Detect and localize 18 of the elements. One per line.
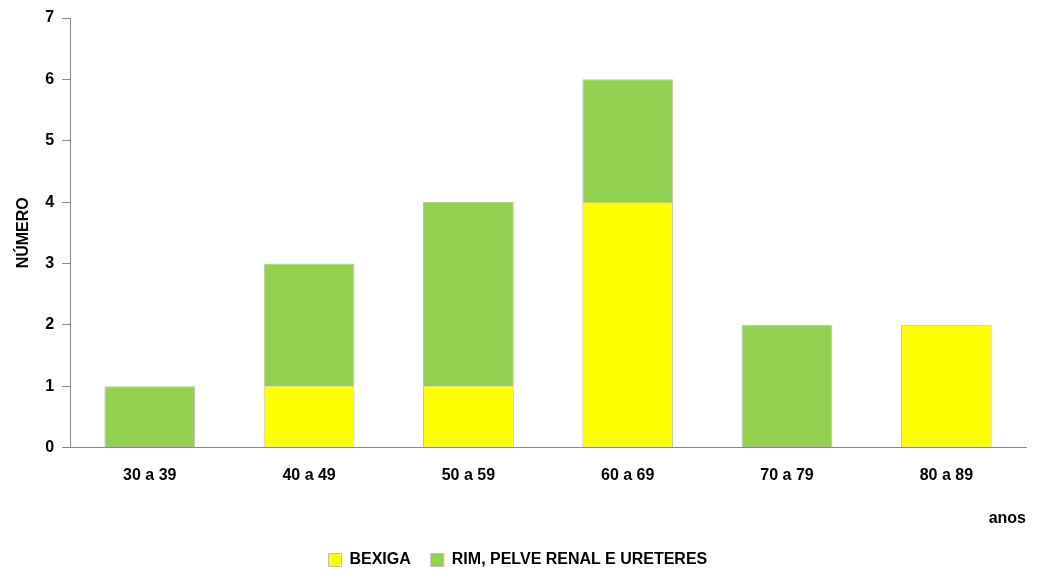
y-tick-label: 2 <box>45 315 55 333</box>
y-axis-title: NÚMERO <box>13 197 32 269</box>
y-tick-label: 6 <box>45 69 55 87</box>
x-tick-label: 60 a 69 <box>601 465 655 483</box>
y-tick-label: 1 <box>45 376 55 394</box>
x-tick-label: 30 a 39 <box>123 465 177 483</box>
x-axis-title: anos <box>988 508 1027 526</box>
y-tick-label: 7 <box>45 8 55 26</box>
x-tick-label: 40 a 49 <box>282 465 336 483</box>
legend-label: RIM, PELVE RENAL E URETERES <box>451 550 708 568</box>
x-tick-label: 50 a 59 <box>441 465 496 483</box>
y-tick-label: 4 <box>45 192 55 210</box>
legend-label: BEXIGA <box>349 550 412 568</box>
y-tick-label: 0 <box>45 438 55 456</box>
y-tick-label: 5 <box>45 131 55 149</box>
x-tick-label: 70 a 79 <box>760 465 814 483</box>
y-tick-label: 3 <box>45 253 55 271</box>
x-tick-label: 80 a 89 <box>919 465 974 483</box>
